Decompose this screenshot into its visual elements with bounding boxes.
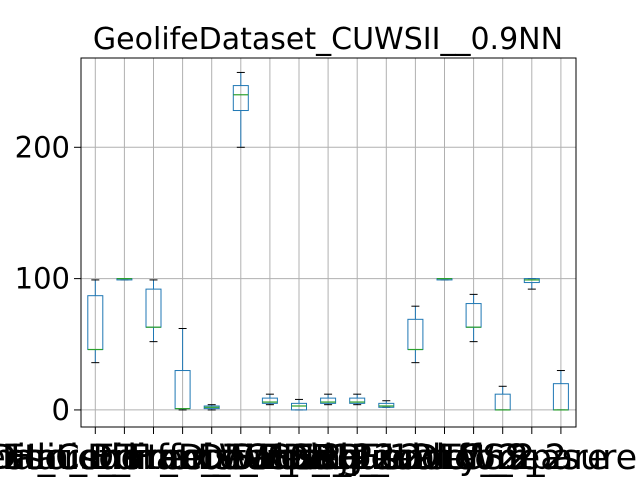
box-15 <box>494 385 511 411</box>
x-tick-label: Hausdorff_2 <box>310 438 520 478</box>
y-tick-label: 100 <box>15 262 70 296</box>
iqr-box <box>523 278 540 284</box>
box-series <box>87 71 569 411</box>
x-tick-label: EDR_12 <box>260 438 395 478</box>
box-17 <box>552 370 569 411</box>
box-12 <box>407 305 424 364</box>
iqr-box <box>291 402 307 411</box>
box-2 <box>116 278 133 281</box>
plot-frame <box>80 57 577 428</box>
box-1 <box>87 279 104 364</box>
x-tick-label: DTW_12 <box>197 438 342 478</box>
x-tick-label: Edit_Distance_Real_Penalty <box>2 438 480 478</box>
x-tick-label: Edit_Distance <box>93 438 331 478</box>
grid-lines <box>81 58 576 427</box>
box-10 <box>349 393 366 406</box>
x-tick-label: Longest_Common_Subsequence <box>0 438 466 478</box>
x-tick-label: jp_12 <box>338 438 433 478</box>
x-tick-label: Dynamic_Time_Warping <box>0 438 363 478</box>
box-4 <box>174 328 191 411</box>
box-11 <box>378 400 395 408</box>
x-tick-label: Hausdorff <box>10 438 181 478</box>
x-tick-label: Discret_Frechet <box>0 438 259 478</box>
box-8 <box>291 398 307 411</box>
x-tick-label: Frechet_2 <box>360 438 529 478</box>
chart-title: GeolifeDataset_CUWSII__0.9NN <box>93 22 563 57</box>
box-14 <box>465 293 482 343</box>
box-16 <box>523 278 540 290</box>
x-tick-label: ERP_12 <box>292 438 422 478</box>
x-tick-label: measure <box>485 438 638 478</box>
y-axis: 0 100 200 <box>15 130 81 427</box>
box-9 <box>320 393 337 406</box>
box-7 <box>261 393 278 406</box>
iqr-box <box>378 402 395 408</box>
iqr-box <box>320 397 337 404</box>
x-tick-label: compare <box>455 438 609 478</box>
x-tick-label: LCSS_12 <box>224 438 374 478</box>
x-tick-label: LCSS_2 <box>439 438 567 478</box>
y-tick-label: 200 <box>15 130 70 164</box>
iqr-box <box>232 85 249 112</box>
box-6 <box>232 71 249 148</box>
box-5 <box>203 404 220 411</box>
box-13 <box>436 278 453 281</box>
box-3 <box>145 279 162 343</box>
x-tick-label: DTW_2 <box>412 438 535 478</box>
y-tick-label: 0 <box>52 393 70 427</box>
iqr-box <box>261 397 278 404</box>
iqr-box <box>349 397 366 404</box>
x-axis: HausdorffDiscret_FrechetDynamic_Time_War… <box>0 427 637 478</box>
